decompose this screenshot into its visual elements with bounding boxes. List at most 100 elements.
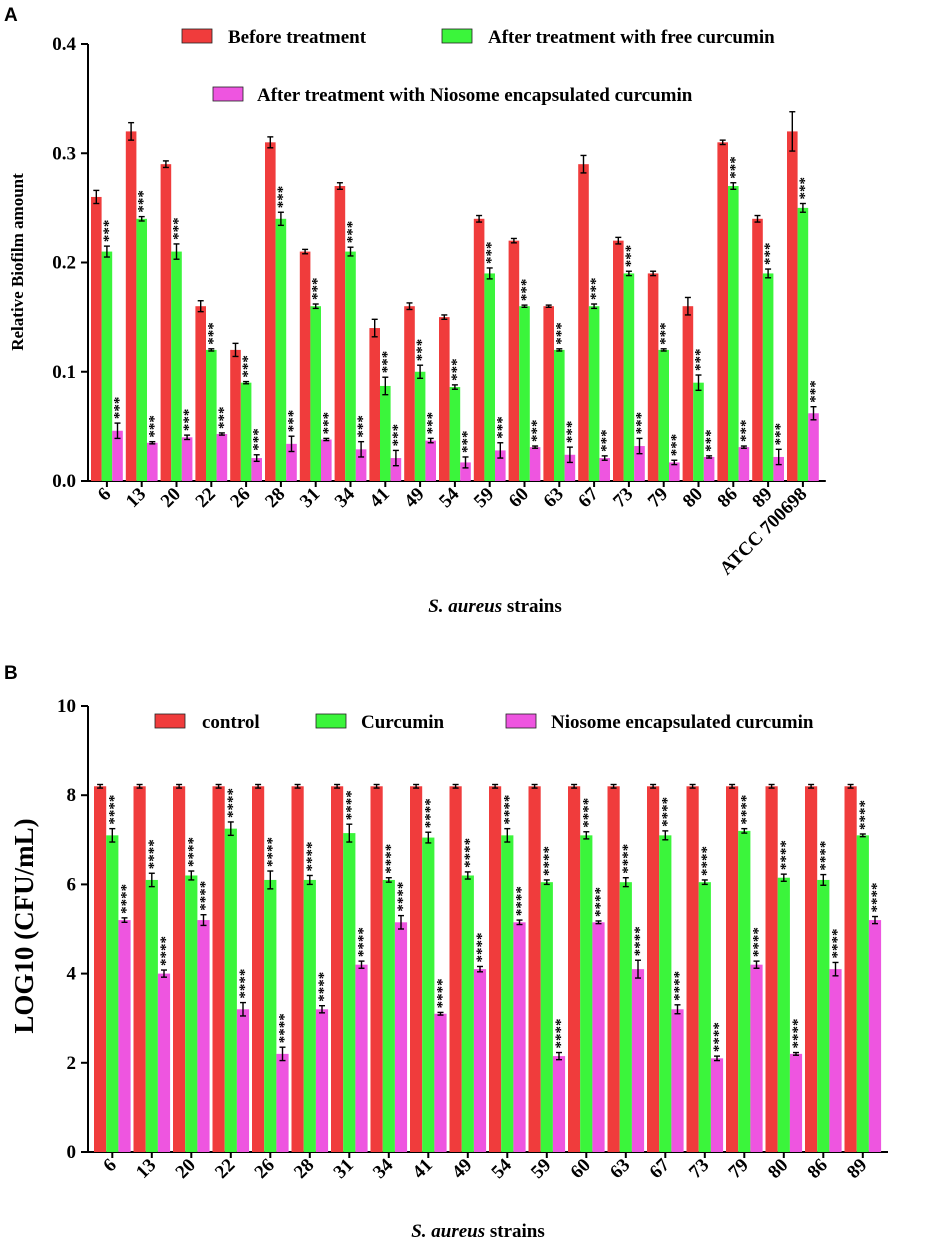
x-tick-label-b: 28 [290, 1155, 318, 1183]
significance-label-a: *** [658, 322, 674, 345]
significance-label-a: *** [634, 412, 650, 435]
significance-label-a: *** [808, 380, 824, 403]
bar-a-s1 [369, 328, 380, 481]
bar-a-s1 [299, 251, 311, 481]
legend-a-swatch-before [181, 28, 213, 44]
x-tick-label-b: 89 [843, 1155, 871, 1183]
bar-a-s2 [136, 218, 147, 482]
significance-label-a: *** [623, 245, 639, 268]
bar-a-s1 [91, 196, 102, 481]
significance-label-b: **** [593, 887, 609, 917]
significance-label-b: **** [711, 1022, 727, 1052]
bar-a-s2 [623, 273, 635, 481]
bar-b-s1 [805, 786, 818, 1152]
bar-b-s3 [592, 922, 605, 1152]
bar-a-s2 [762, 273, 774, 481]
x-axis-label-a-rest: strains [507, 596, 562, 617]
x-tick-label-a: 79 [644, 484, 672, 512]
bar-b-s2 [145, 879, 158, 1152]
x-tick-label-a: 54 [435, 483, 464, 512]
bar-b-s2 [659, 835, 672, 1152]
x-tick-label-a: 22 [192, 484, 220, 512]
bar-a-s3 [599, 458, 610, 481]
significance-label-b: **** [541, 846, 557, 876]
significance-label-a: *** [693, 349, 709, 372]
bar-b-s1 [252, 786, 265, 1152]
panel-b-letter: B [4, 663, 18, 684]
significance-label-a: *** [171, 217, 187, 240]
significance-label-a: *** [529, 420, 545, 443]
legend-b-swatch-niosome [505, 713, 537, 729]
bar-a-s1 [404, 306, 415, 481]
bar-a-s1 [543, 306, 554, 481]
y-tick-label-b: 4 [67, 964, 77, 985]
bar-a-s2 [588, 306, 600, 481]
y-tick-label-b: 6 [67, 874, 77, 895]
y-tick-label-b: 2 [67, 1053, 77, 1074]
legend-a-label-before: Before treatment [228, 27, 367, 48]
bar-b-s2 [343, 833, 356, 1152]
significance-label-a: *** [703, 429, 719, 452]
significance-label-b: **** [198, 881, 214, 911]
significance-label-b: **** [146, 839, 162, 869]
bar-b-s1 [647, 786, 660, 1152]
x-tick-label-a: 13 [122, 484, 150, 512]
legend-b: control Curcumin Niosome encapsulated cu… [154, 712, 814, 733]
bar-b-s2 [580, 835, 593, 1152]
significance-label-b: **** [316, 972, 332, 1002]
bar-a-s1 [508, 240, 520, 481]
legend-a: Before treatment After treatment with fr… [181, 27, 775, 106]
significance-label-b: **** [119, 884, 135, 914]
bar-b-s1 [331, 786, 344, 1152]
bar-b-s1 [607, 786, 620, 1152]
bar-a-s3 [216, 434, 228, 481]
y-tick-label-a: 0.0 [52, 471, 76, 492]
x-tick-label-a: 34 [331, 483, 360, 512]
significance-label-b: **** [699, 846, 715, 876]
bar-a-s3 [738, 447, 750, 481]
significance-label-a: *** [216, 406, 232, 429]
significance-label-a: *** [414, 339, 430, 362]
x-tick-label-b: 86 [804, 1155, 832, 1183]
bar-a-s3 [495, 450, 506, 481]
x-tick-label-b: 63 [606, 1155, 634, 1183]
bar-b-s3 [473, 969, 487, 1152]
bar-b-s2 [264, 879, 277, 1152]
significance-label-b: **** [620, 844, 636, 874]
significance-label-b: **** [106, 795, 122, 825]
x-tick-label-a: 20 [157, 484, 185, 512]
x-tick-label-b: 67 [646, 1154, 675, 1183]
x-tick-label-a: 31 [296, 484, 324, 512]
bar-b-s2 [501, 835, 514, 1152]
x-tick-label-b: 59 [527, 1155, 555, 1183]
significance-label-a: *** [181, 409, 197, 432]
bar-b-s2 [382, 879, 395, 1152]
bar-b-s3 [868, 920, 882, 1152]
significance-label-a: *** [320, 412, 336, 435]
x-axis-label-a: S. aureus strains [428, 596, 562, 617]
bar-a-s3 [808, 413, 819, 481]
bar-a-s1 [265, 142, 276, 481]
y-tick-label-b: 10 [57, 696, 76, 717]
y-tick-label-a: 0.1 [52, 362, 76, 383]
x-tick-label-a: 41 [366, 484, 394, 512]
bar-b-s3 [434, 1013, 447, 1152]
bar-a-s2 [240, 382, 252, 481]
bar-b-s2 [540, 882, 553, 1152]
bar-a-s3 [112, 430, 123, 481]
bar-b-s1 [568, 786, 581, 1152]
significance-label-a: *** [379, 351, 395, 374]
bar-b-s1 [410, 786, 423, 1152]
significance-label-a: *** [240, 355, 256, 378]
x-tick-label-b: 60 [567, 1155, 595, 1183]
bar-b-s3 [631, 969, 645, 1152]
legend-b-swatch-control [154, 713, 186, 729]
significance-label-a: *** [494, 416, 510, 439]
bar-b-s2 [224, 828, 237, 1152]
x-tick-label-b: 80 [764, 1155, 792, 1183]
significance-label-b: **** [343, 790, 359, 820]
x-tick-label-a: 49 [400, 484, 428, 512]
x-tick-label-b: 54 [488, 1154, 517, 1183]
x-axis-label-b: S. aureus strains [411, 1221, 545, 1242]
y-tick-label-b: 0 [67, 1142, 77, 1163]
